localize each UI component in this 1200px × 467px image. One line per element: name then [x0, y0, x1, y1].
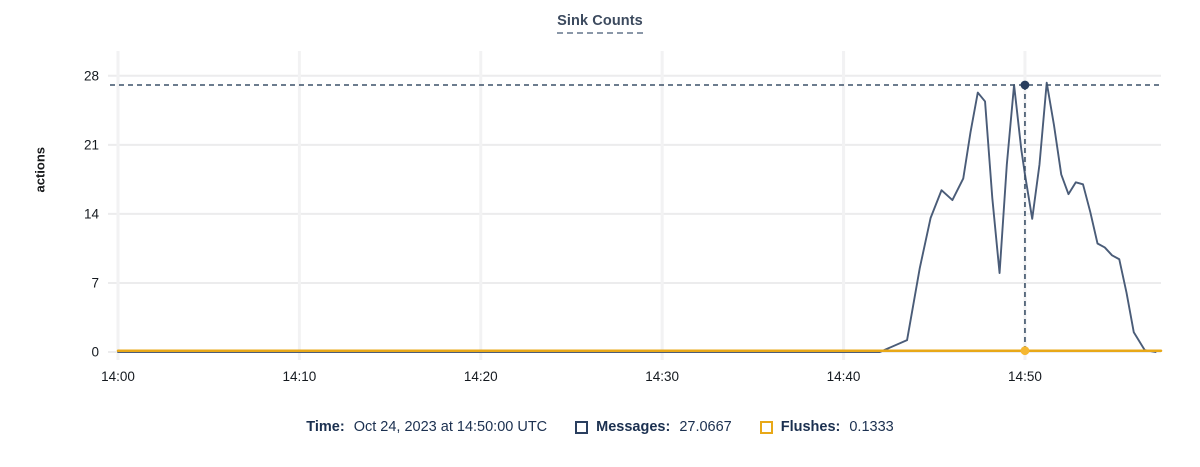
svg-text:14:30: 14:30: [645, 369, 679, 384]
svg-text:14:40: 14:40: [827, 369, 861, 384]
legend-messages-label: Messages:: [596, 419, 671, 435]
svg-text:14:00: 14:00: [101, 369, 135, 384]
svg-text:21: 21: [84, 137, 99, 152]
legend-item-messages[interactable]: Messages: 27.0667: [575, 419, 732, 435]
svg-text:28: 28: [84, 68, 99, 83]
legend-item-flushes[interactable]: Flushes: 0.1333: [759, 419, 894, 435]
data-series: [116, 81, 1163, 353]
svg-text:14: 14: [84, 206, 100, 221]
x-axis-ticks: 14:00 14:10 14:20 14:30 14:40 14:50: [101, 369, 1042, 384]
page-title: Sink Counts: [0, 13, 1200, 34]
legend-flushes-label: Flushes:: [780, 419, 841, 435]
legend-messages-value: 27.0667: [679, 419, 732, 435]
legend-flushes-value: 0.1333: [849, 419, 894, 435]
y-axis-ticks: 0 7 14 21 28: [84, 68, 100, 359]
tooltip-time-label: Time:: [306, 419, 345, 435]
tooltip-legend-bar: Time: Oct 24, 2023 at 14:50:00 UTC Messa…: [0, 419, 1200, 435]
svg-text:14:50: 14:50: [1008, 369, 1042, 384]
hover-crosshair: [110, 80, 1161, 356]
flushes-swatch-icon: [759, 420, 773, 434]
chart-title-text: Sink Counts: [557, 13, 643, 34]
svg-text:0: 0: [91, 345, 99, 360]
svg-text:7: 7: [91, 276, 99, 291]
svg-text:14:10: 14:10: [282, 369, 316, 384]
messages-swatch-icon: [575, 420, 589, 434]
tooltip-time-value: Oct 24, 2023 at 14:50:00 UTC: [353, 419, 548, 435]
line-chart-plot[interactable]: 0 7 14 21 28 14:00 14:10 14:20 14:30 14:40 14:50: [0, 0, 1200, 400]
tooltip-time: Time: Oct 24, 2023 at 14:50:00 UTC: [306, 419, 547, 435]
svg-text:14:20: 14:20: [464, 369, 498, 384]
gridlines: [108, 51, 1161, 360]
